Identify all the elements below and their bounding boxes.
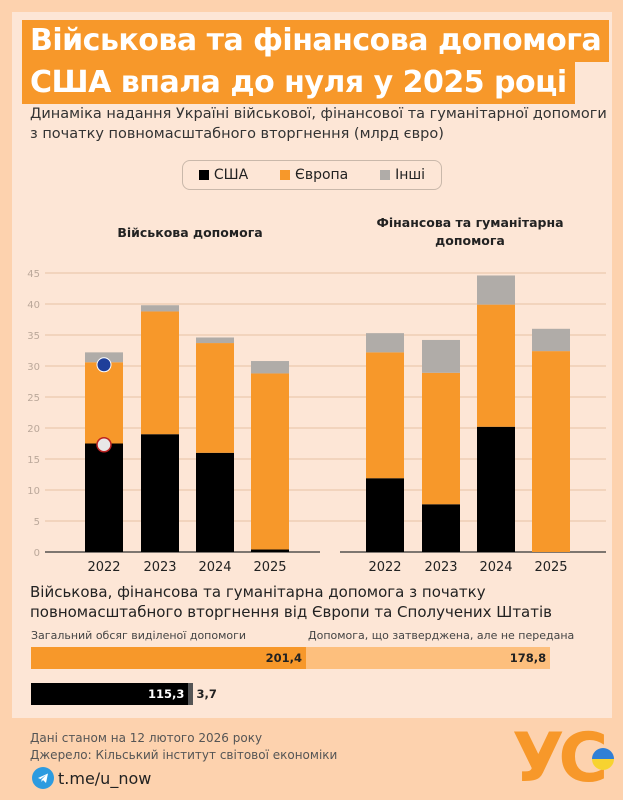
bar-other bbox=[196, 337, 234, 344]
value-label-allocated: 115,3 bbox=[148, 687, 185, 701]
title-line-2: США впала до нуля у 2025 році bbox=[22, 62, 575, 104]
y-tick-label: 15 bbox=[27, 455, 40, 466]
y-tick-label: 35 bbox=[27, 331, 40, 342]
y-tick-label: 0 bbox=[34, 548, 40, 559]
y-tick-label: 25 bbox=[27, 393, 40, 404]
bar-europe bbox=[196, 343, 234, 453]
y-tick-label: 30 bbox=[27, 362, 40, 373]
bar-us bbox=[251, 549, 289, 552]
value-label-approved: 178,8 bbox=[509, 651, 547, 665]
bar-us bbox=[141, 434, 179, 552]
subtitle: Динаміка надання Україні військової, фін… bbox=[30, 106, 607, 142]
title-line-1: Військова та фінансова допомога bbox=[22, 20, 610, 62]
bar-approved bbox=[306, 647, 551, 669]
legend-item-us: США bbox=[198, 167, 249, 183]
bar-other bbox=[532, 328, 570, 352]
legend: США Європа Інші bbox=[182, 160, 442, 190]
bar-us bbox=[85, 443, 123, 552]
bar-europe bbox=[141, 311, 179, 435]
y-tick-label: 20 bbox=[27, 424, 40, 435]
x-tick-label: 2024 bbox=[479, 560, 512, 575]
legend-label: Європа bbox=[295, 167, 349, 183]
legend-item-europe: Європа bbox=[280, 167, 348, 183]
ukraine-badge-icon bbox=[592, 748, 614, 770]
telegram-link[interactable]: t.me/u_now bbox=[32, 767, 151, 789]
allocated-label: Загальний обсяг виділеної допомоги bbox=[31, 629, 247, 642]
x-tick-label: 2025 bbox=[253, 560, 286, 575]
bar-europe bbox=[477, 304, 515, 427]
y-tick-label: 40 bbox=[27, 300, 40, 311]
bar-other bbox=[422, 339, 460, 373]
bar-europe bbox=[251, 373, 289, 550]
legend-swatch bbox=[280, 170, 291, 180]
legend-swatch bbox=[198, 170, 209, 180]
value-label-allocated: 201,4 bbox=[265, 651, 302, 665]
bar-other bbox=[251, 361, 289, 374]
x-tick-label: 2022 bbox=[368, 560, 401, 575]
y-tick-label: 45 bbox=[27, 269, 40, 280]
us-flag-icon bbox=[96, 436, 112, 453]
value-label-approved: 3,7 bbox=[196, 687, 217, 701]
x-tick-label: 2022 bbox=[87, 560, 120, 575]
telegram-icon bbox=[32, 767, 54, 789]
legend-item-other: Інші bbox=[380, 167, 425, 183]
x-tick-label: 2024 bbox=[198, 560, 231, 575]
y-tick-label: 10 bbox=[27, 486, 40, 497]
bar-us bbox=[477, 426, 515, 552]
financial-chart-title: Фінансова та гуманітарна допомога bbox=[376, 215, 564, 248]
footer: Дані станом на 12 лютого 2026 року Джере… bbox=[30, 730, 337, 764]
y-tick-label: 5 bbox=[34, 517, 40, 528]
bar-other bbox=[366, 333, 404, 353]
eu-flag-icon bbox=[96, 357, 112, 373]
bar-europe bbox=[422, 372, 460, 505]
x-tick-label: 2025 bbox=[534, 560, 567, 575]
approved-label: Допомога, що затверджена, але не передан… bbox=[308, 629, 575, 642]
bar-allocated bbox=[31, 647, 306, 669]
legend-swatch bbox=[380, 170, 391, 180]
x-tick-label: 2023 bbox=[143, 560, 176, 575]
bar-approved bbox=[188, 683, 194, 705]
bar-us bbox=[196, 452, 234, 552]
bar-us bbox=[422, 504, 460, 552]
source: Джерело: Кільський інститут світової еко… bbox=[30, 748, 338, 762]
bar-us bbox=[366, 478, 404, 552]
bar-other bbox=[477, 275, 515, 305]
legend-label: Інші bbox=[395, 167, 426, 183]
legend-label: США bbox=[213, 167, 249, 183]
bar-other bbox=[141, 305, 179, 312]
bar-europe bbox=[532, 351, 570, 552]
bar-europe bbox=[366, 352, 404, 479]
bar-allocated bbox=[31, 683, 189, 705]
logo: УС bbox=[512, 719, 608, 798]
date-note: Дані станом на 12 лютого 2026 року bbox=[30, 731, 263, 745]
bottom-chart-title: Військова, фінансова та гуманітарна допо… bbox=[30, 583, 552, 621]
x-tick-label: 2023 bbox=[424, 560, 457, 575]
telegram-text: t.me/u_now bbox=[58, 768, 152, 788]
military-chart-title: Військова допомога bbox=[117, 225, 263, 240]
bar-europe bbox=[85, 362, 123, 444]
